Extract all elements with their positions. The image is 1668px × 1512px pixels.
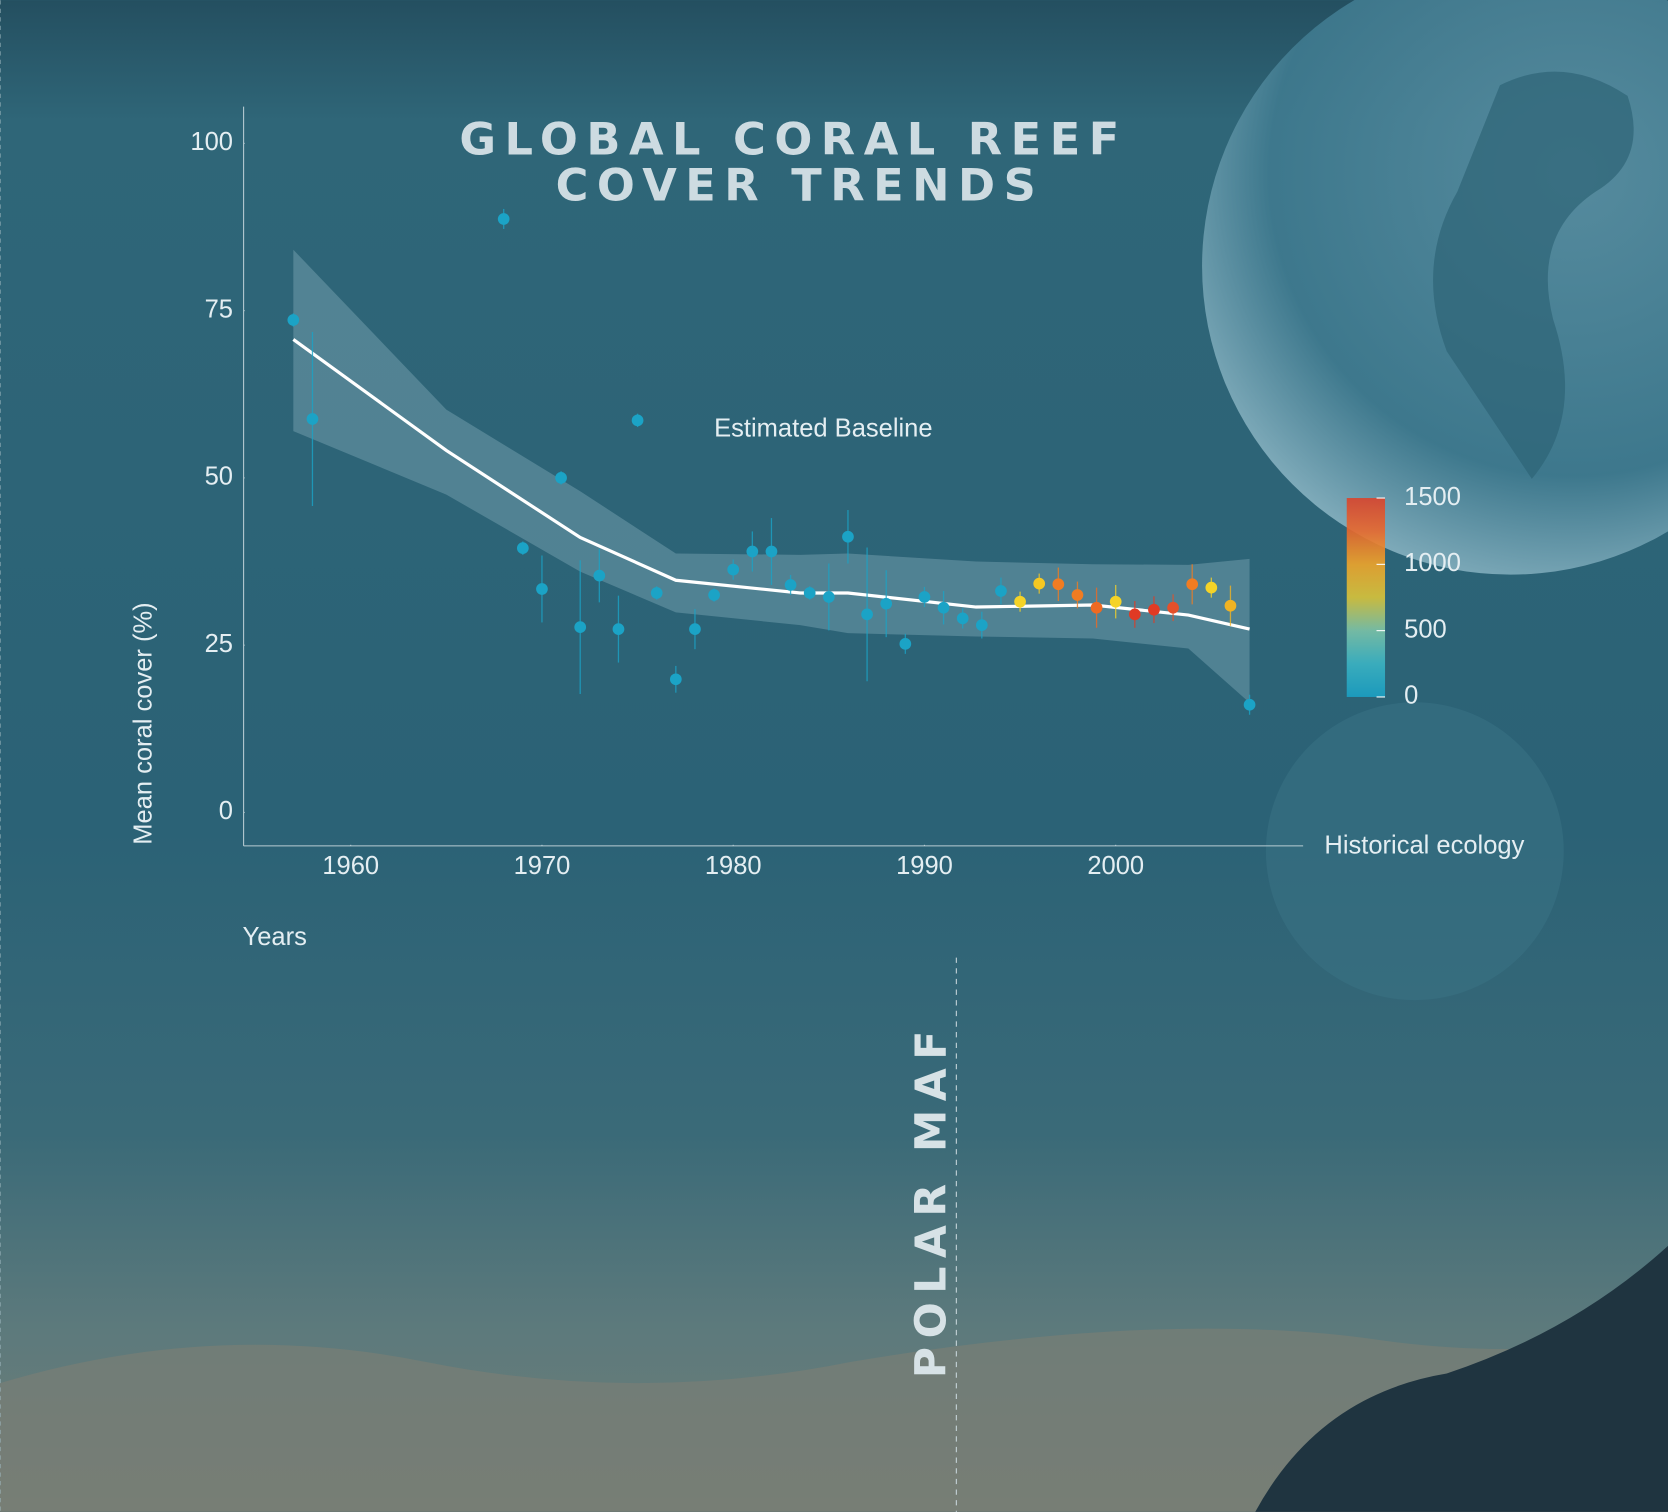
point xyxy=(287,314,300,326)
point xyxy=(689,623,701,635)
x-tick-label: 2000 xyxy=(1087,852,1144,880)
point xyxy=(1014,595,1026,608)
point xyxy=(822,591,835,603)
point xyxy=(937,601,950,614)
point xyxy=(1224,599,1237,612)
globe-land xyxy=(1433,71,1634,479)
point xyxy=(1243,698,1256,711)
point xyxy=(1148,603,1160,616)
point xyxy=(861,608,873,621)
x-tick-label: 1970 xyxy=(514,852,571,880)
colorbar-tick-label: 500 xyxy=(1404,615,1447,643)
annotation: POLAR MAF xyxy=(907,1022,956,1378)
point xyxy=(995,585,1007,597)
x-tick-label: 1990 xyxy=(896,852,953,880)
y-tick-label: 100 xyxy=(190,128,233,156)
x-axis-label: Years xyxy=(243,923,307,951)
point xyxy=(1033,577,1046,590)
point xyxy=(899,637,912,650)
circle-badge xyxy=(1265,702,1564,1001)
seafloor xyxy=(0,1328,1668,1512)
point xyxy=(842,530,854,543)
x-tick-label: 1960 xyxy=(322,852,379,880)
point xyxy=(1052,578,1065,591)
chart-title: COVER TRENDS xyxy=(556,159,1045,211)
colorbar xyxy=(1346,498,1386,697)
point xyxy=(765,545,778,558)
point xyxy=(536,583,548,595)
x-tick-label: 1980 xyxy=(705,852,762,880)
point xyxy=(1090,601,1103,614)
point xyxy=(306,413,319,425)
y-tick-label: 75 xyxy=(205,295,233,323)
point xyxy=(1167,601,1179,614)
point xyxy=(746,545,759,558)
chart-title: GLOBAL CORAL REEF xyxy=(459,114,1127,166)
trend-line xyxy=(292,338,1250,631)
point xyxy=(784,579,797,591)
point xyxy=(612,623,625,635)
annotation: Historical ecology xyxy=(1324,832,1524,860)
y-tick-label: 25 xyxy=(205,630,233,658)
point xyxy=(1186,578,1199,591)
point xyxy=(650,587,663,599)
point xyxy=(918,591,931,603)
point xyxy=(631,414,644,427)
colorbar-tick-label: 0 xyxy=(1404,682,1418,710)
point xyxy=(956,612,969,625)
annotation: Estimated Baseline xyxy=(714,415,932,443)
y-tick-label: 0 xyxy=(219,797,233,825)
point xyxy=(727,563,740,576)
point xyxy=(669,673,682,686)
point xyxy=(1071,589,1084,601)
point xyxy=(497,213,510,225)
confidence-band xyxy=(293,249,1250,703)
point xyxy=(1205,581,1218,594)
point xyxy=(593,569,606,582)
point xyxy=(708,589,720,601)
point xyxy=(555,472,567,484)
y-axis-label: Mean coral cover (%) xyxy=(129,602,157,844)
point xyxy=(1128,608,1141,621)
point xyxy=(803,587,816,599)
y-tick-label: 50 xyxy=(205,463,233,491)
point xyxy=(516,542,529,555)
rock xyxy=(1255,1245,1668,1512)
point xyxy=(975,619,988,631)
point xyxy=(1109,595,1122,608)
colorbar-tick-label: 1000 xyxy=(1404,549,1461,577)
point xyxy=(574,621,587,633)
point xyxy=(880,597,893,610)
colorbar-tick-label: 1500 xyxy=(1404,483,1461,511)
